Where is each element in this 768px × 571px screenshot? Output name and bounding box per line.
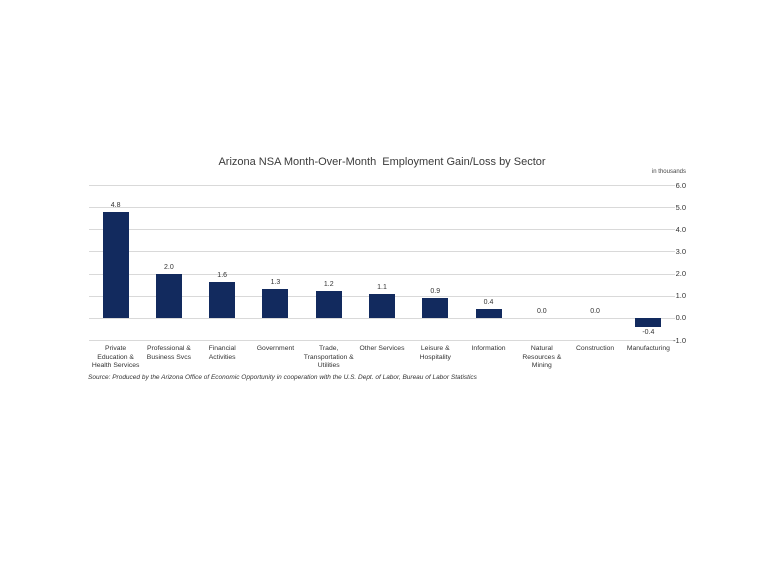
units-label: in thousands xyxy=(651,169,686,175)
y-tick-label: 5.0 xyxy=(675,202,686,212)
bar-value-label: 1.3 xyxy=(270,279,281,287)
y-tick-label: 2.0 xyxy=(675,269,686,279)
y-tick-label: 6.0 xyxy=(675,180,686,190)
y-tick-label: 3.0 xyxy=(675,246,686,256)
category-label: Professional & Business Svcs xyxy=(146,345,192,361)
bar xyxy=(369,293,395,318)
bar xyxy=(422,297,449,318)
category-label: Other Services xyxy=(359,345,405,352)
category-label: Private Education & Health Services xyxy=(91,345,140,369)
gridline xyxy=(89,207,675,209)
y-tick-label: -1.0 xyxy=(673,335,686,345)
bar-value-label: 1.1 xyxy=(377,283,387,291)
bar xyxy=(475,309,502,318)
bar-value-label: 0.0 xyxy=(536,307,547,315)
category-label: Financial Activities xyxy=(208,345,236,361)
bar-value-label: -0.4 xyxy=(642,328,655,336)
bar xyxy=(315,291,342,318)
plot-area: 4.8 2.0 1.6 1.3 1.2 1.1 0.9 0.4 0.0 0.0 -0.4 xyxy=(89,185,675,341)
bar-value-label: 0.0 xyxy=(590,307,600,315)
y-tick-label: 4.0 xyxy=(675,224,686,234)
category-label: Construction xyxy=(576,345,615,352)
gridline xyxy=(89,273,675,275)
bar-value-label: 1.6 xyxy=(217,272,228,280)
bar-value-label: 0.4 xyxy=(483,299,494,306)
bar xyxy=(262,289,289,318)
gridline xyxy=(89,229,675,231)
category-label: Information xyxy=(471,345,506,352)
gridline xyxy=(89,251,675,253)
category-label: Natural Resources & Mining xyxy=(522,345,562,369)
source-note: Source: Produced by the Arizona Office o… xyxy=(88,374,477,381)
category-label: Trade, Transportation & Utilities xyxy=(303,345,354,369)
category-label: Government xyxy=(256,345,295,352)
category-label: Leisure & Hospitality xyxy=(419,345,451,361)
y-tick-label: 0.0 xyxy=(675,313,686,323)
bar-value-label: 2.0 xyxy=(164,263,174,271)
category-label: Manufacturing xyxy=(626,345,670,352)
gridline xyxy=(89,340,675,341)
bar-value-label: 4.8 xyxy=(110,201,121,209)
x-axis-labels: Private Education & Health Services Profe… xyxy=(89,345,675,377)
bar-value-label: 0.9 xyxy=(430,287,441,295)
bar xyxy=(209,282,236,318)
gridline xyxy=(89,185,675,186)
gridline xyxy=(89,317,675,319)
bar xyxy=(635,317,662,327)
y-tick-label: 1.0 xyxy=(675,291,686,301)
bar-value-label: 1.2 xyxy=(323,281,334,289)
bar xyxy=(102,211,129,318)
chart-title: Arizona NSA Month-Over-Month Employment … xyxy=(218,156,546,168)
bar xyxy=(155,273,182,318)
